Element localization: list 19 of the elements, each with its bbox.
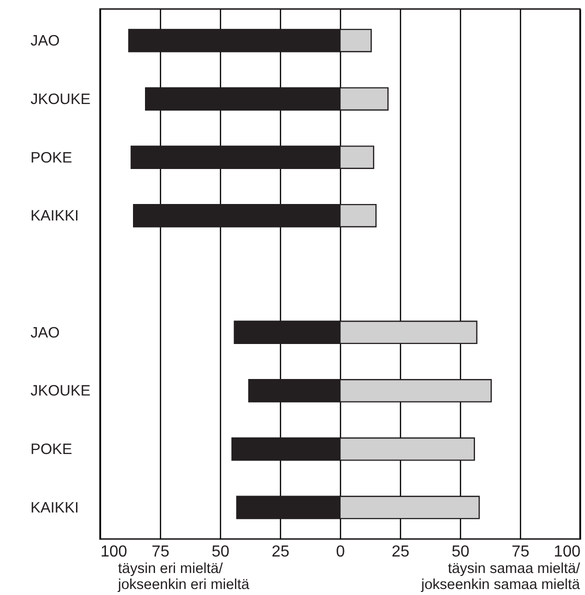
- x-tick-label: 25: [392, 544, 410, 560]
- y-tick-label: KAIKKI: [30, 499, 79, 516]
- y-tick-label: JKOUKE: [30, 90, 91, 108]
- x-tick-label: 50: [212, 544, 230, 560]
- x-tick-label: 100: [100, 544, 128, 560]
- x-tick-label: 75: [152, 544, 170, 560]
- x-tick-label: 25: [272, 544, 290, 560]
- y-tick-label: KAIKKI: [30, 208, 79, 225]
- x-tick-label: 0: [336, 544, 346, 560]
- y-tick-label: JAO: [30, 32, 60, 50]
- x-tick-label: 100: [554, 544, 581, 560]
- x-tick-label: 75: [512, 544, 530, 560]
- y-tick-label: POKE: [30, 149, 72, 166]
- y-tick-label: POKE: [30, 441, 72, 458]
- x-tick-label: 50: [452, 544, 470, 560]
- y-tick-label: JKOUKE: [30, 382, 91, 400]
- text: täysin samaa mieltä/ jokseenkin samaa mieltä: [420, 561, 581, 593]
- text: täysin eri mieltä/ jokseenkin eri mieltä: [117, 561, 250, 593]
- y-tick-label: JAO: [30, 324, 60, 342]
